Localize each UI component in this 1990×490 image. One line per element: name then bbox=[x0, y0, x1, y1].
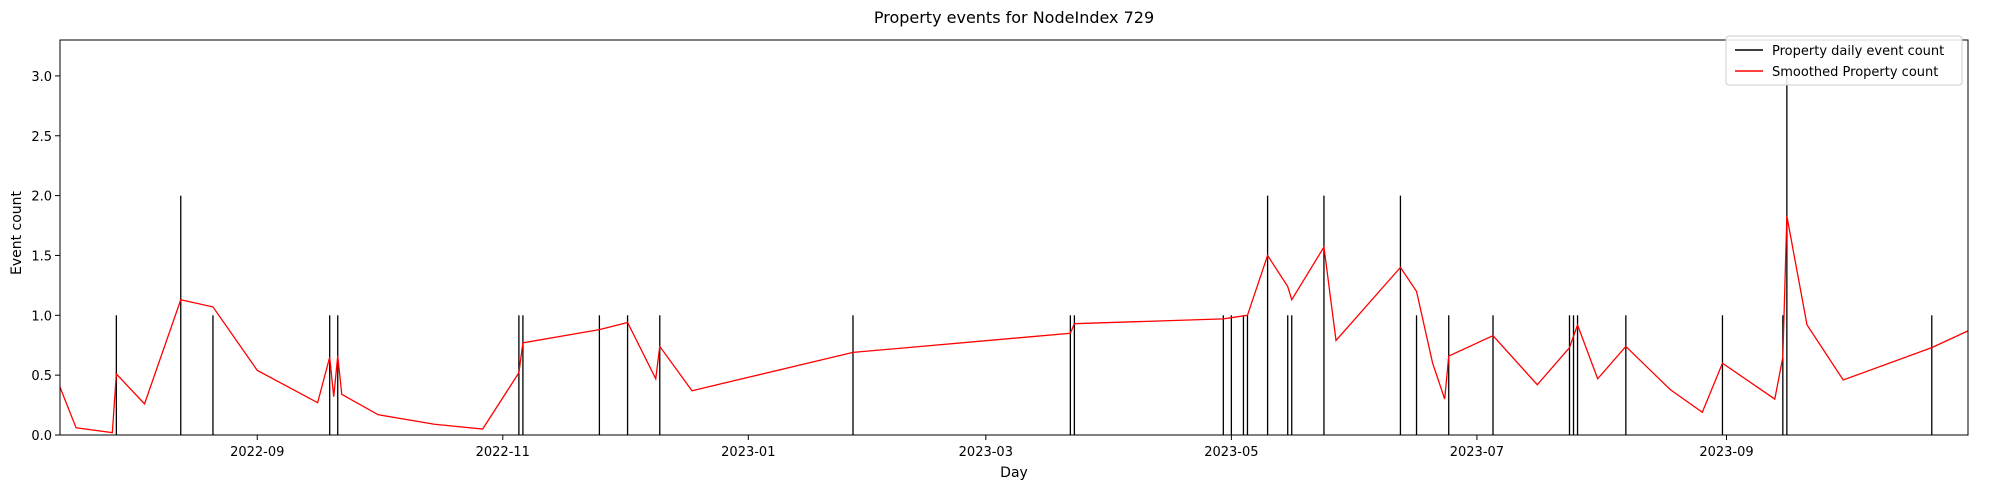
x-tick-label: 2023-03 bbox=[959, 445, 1013, 460]
y-tick-label: 0.0 bbox=[31, 429, 52, 444]
y-tick-label: 0.5 bbox=[31, 369, 52, 384]
x-tick-label: 2023-05 bbox=[1204, 445, 1258, 460]
legend-entry-label: Property daily event count bbox=[1772, 44, 1944, 59]
x-axis-label: Day bbox=[1000, 465, 1028, 481]
x-tick-label: 2023-09 bbox=[1699, 445, 1753, 460]
legend: Property daily event count Smoothed Prope… bbox=[1725, 35, 1963, 86]
x-axis: 2022-09 2022-11 2023-01 2023-03 2023-05 2023-… bbox=[230, 435, 1754, 460]
y-tick-label: 3.0 bbox=[31, 70, 52, 85]
y-tick-label: 2.5 bbox=[31, 130, 52, 145]
smoothed-count-line bbox=[59, 215, 1969, 434]
x-tick-label: 2022-09 bbox=[230, 445, 284, 460]
legend-box bbox=[1725, 35, 1963, 86]
y-tick-label: 2.0 bbox=[31, 190, 52, 205]
plot-area bbox=[59, 75, 1969, 435]
legend-entry-label: Smoothed Property count bbox=[1772, 65, 1938, 80]
y-axis: 0.0 0.5 1.0 1.5 2.0 2.5 3.0 bbox=[31, 70, 60, 444]
x-tick-label: 2022-11 bbox=[476, 445, 530, 460]
plot-frame bbox=[59, 39, 1969, 436]
y-tick-label: 1.0 bbox=[31, 309, 52, 324]
y-axis-label: Event count bbox=[9, 190, 25, 275]
x-tick-label: 2023-07 bbox=[1450, 445, 1504, 460]
chart-title: Property events for NodeIndex 729 bbox=[874, 8, 1154, 27]
y-tick-label: 1.5 bbox=[31, 249, 52, 264]
x-tick-label: 2023-01 bbox=[721, 445, 775, 460]
